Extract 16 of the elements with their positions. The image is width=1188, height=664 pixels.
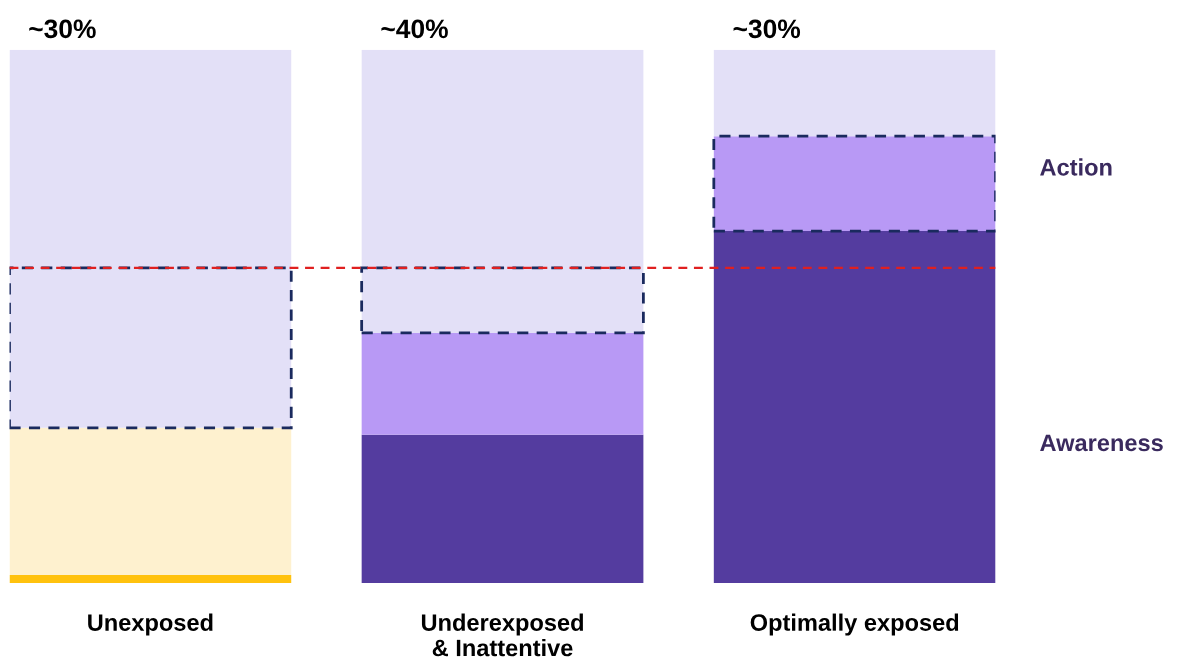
x-tick-label: Unexposed [88, 613, 213, 636]
x-tick-label: Optimally exposed [750, 613, 959, 636]
bar [9, 49, 292, 428]
bar [361, 49, 644, 333]
text: Awareness [1040, 434, 1163, 452]
bar [713, 231, 996, 583]
annotation: ~40% [381, 19, 448, 39]
bar [9, 427, 292, 575]
annotation: ~30% [733, 19, 801, 39]
bar [713, 49, 996, 137]
x-tick-label: Underexposed & Inattentive [421, 613, 583, 657]
bar [9, 574, 292, 583]
bar [361, 434, 644, 583]
annotation: ~30% [29, 19, 96, 39]
text: Action [1040, 158, 1112, 176]
bar [361, 332, 644, 435]
